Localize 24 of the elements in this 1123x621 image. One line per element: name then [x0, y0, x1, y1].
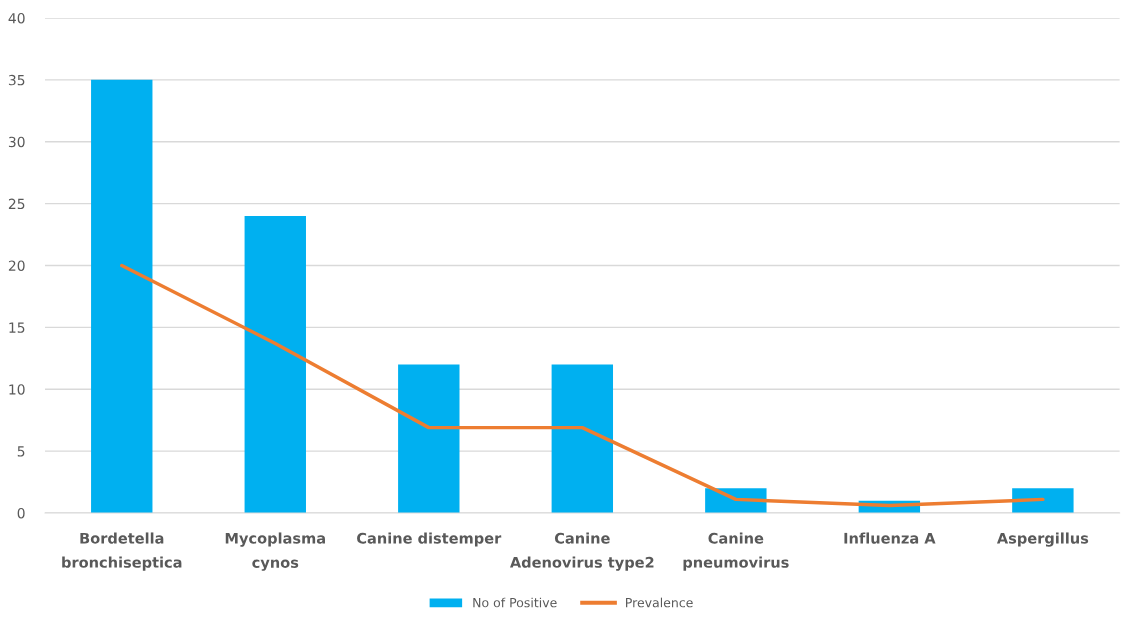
- bar: [551, 364, 614, 513]
- x-tick-label: Canine Adenovirus type2: [509, 532, 654, 571]
- bar: [244, 216, 306, 513]
- line-series: [120, 263, 1045, 508]
- y-tick-label: 35: [8, 74, 25, 86]
- bar: [1012, 488, 1074, 513]
- y-tick-label: 25: [8, 198, 25, 210]
- x-tick-label: Bordetella bronchiseptica: [62, 532, 182, 571]
- x-tick-label: Influenza A: [844, 532, 936, 544]
- x-tick-label: Aspergillus: [996, 532, 1089, 547]
- y-tick-label: 40: [8, 12, 25, 24]
- y-tick-label: 5: [17, 446, 25, 457]
- legend-label: Prevalence: [626, 597, 693, 608]
- x-tick-label: Canine pneumovirus: [683, 532, 789, 571]
- x-tick-label: Canine distemper: [357, 532, 502, 547]
- y-tick-label: 15: [9, 322, 25, 333]
- y-tick-label: 0: [17, 507, 25, 519]
- bar: [398, 364, 460, 513]
- y-tick-label: 30: [8, 136, 25, 148]
- bar: [91, 79, 153, 513]
- legend-label: No of Positive: [473, 597, 557, 608]
- y-tick-label: 10: [9, 384, 25, 395]
- y-tick-label: 20: [8, 260, 25, 271]
- x-tick-label: Mycoplasma cynos: [225, 532, 325, 571]
